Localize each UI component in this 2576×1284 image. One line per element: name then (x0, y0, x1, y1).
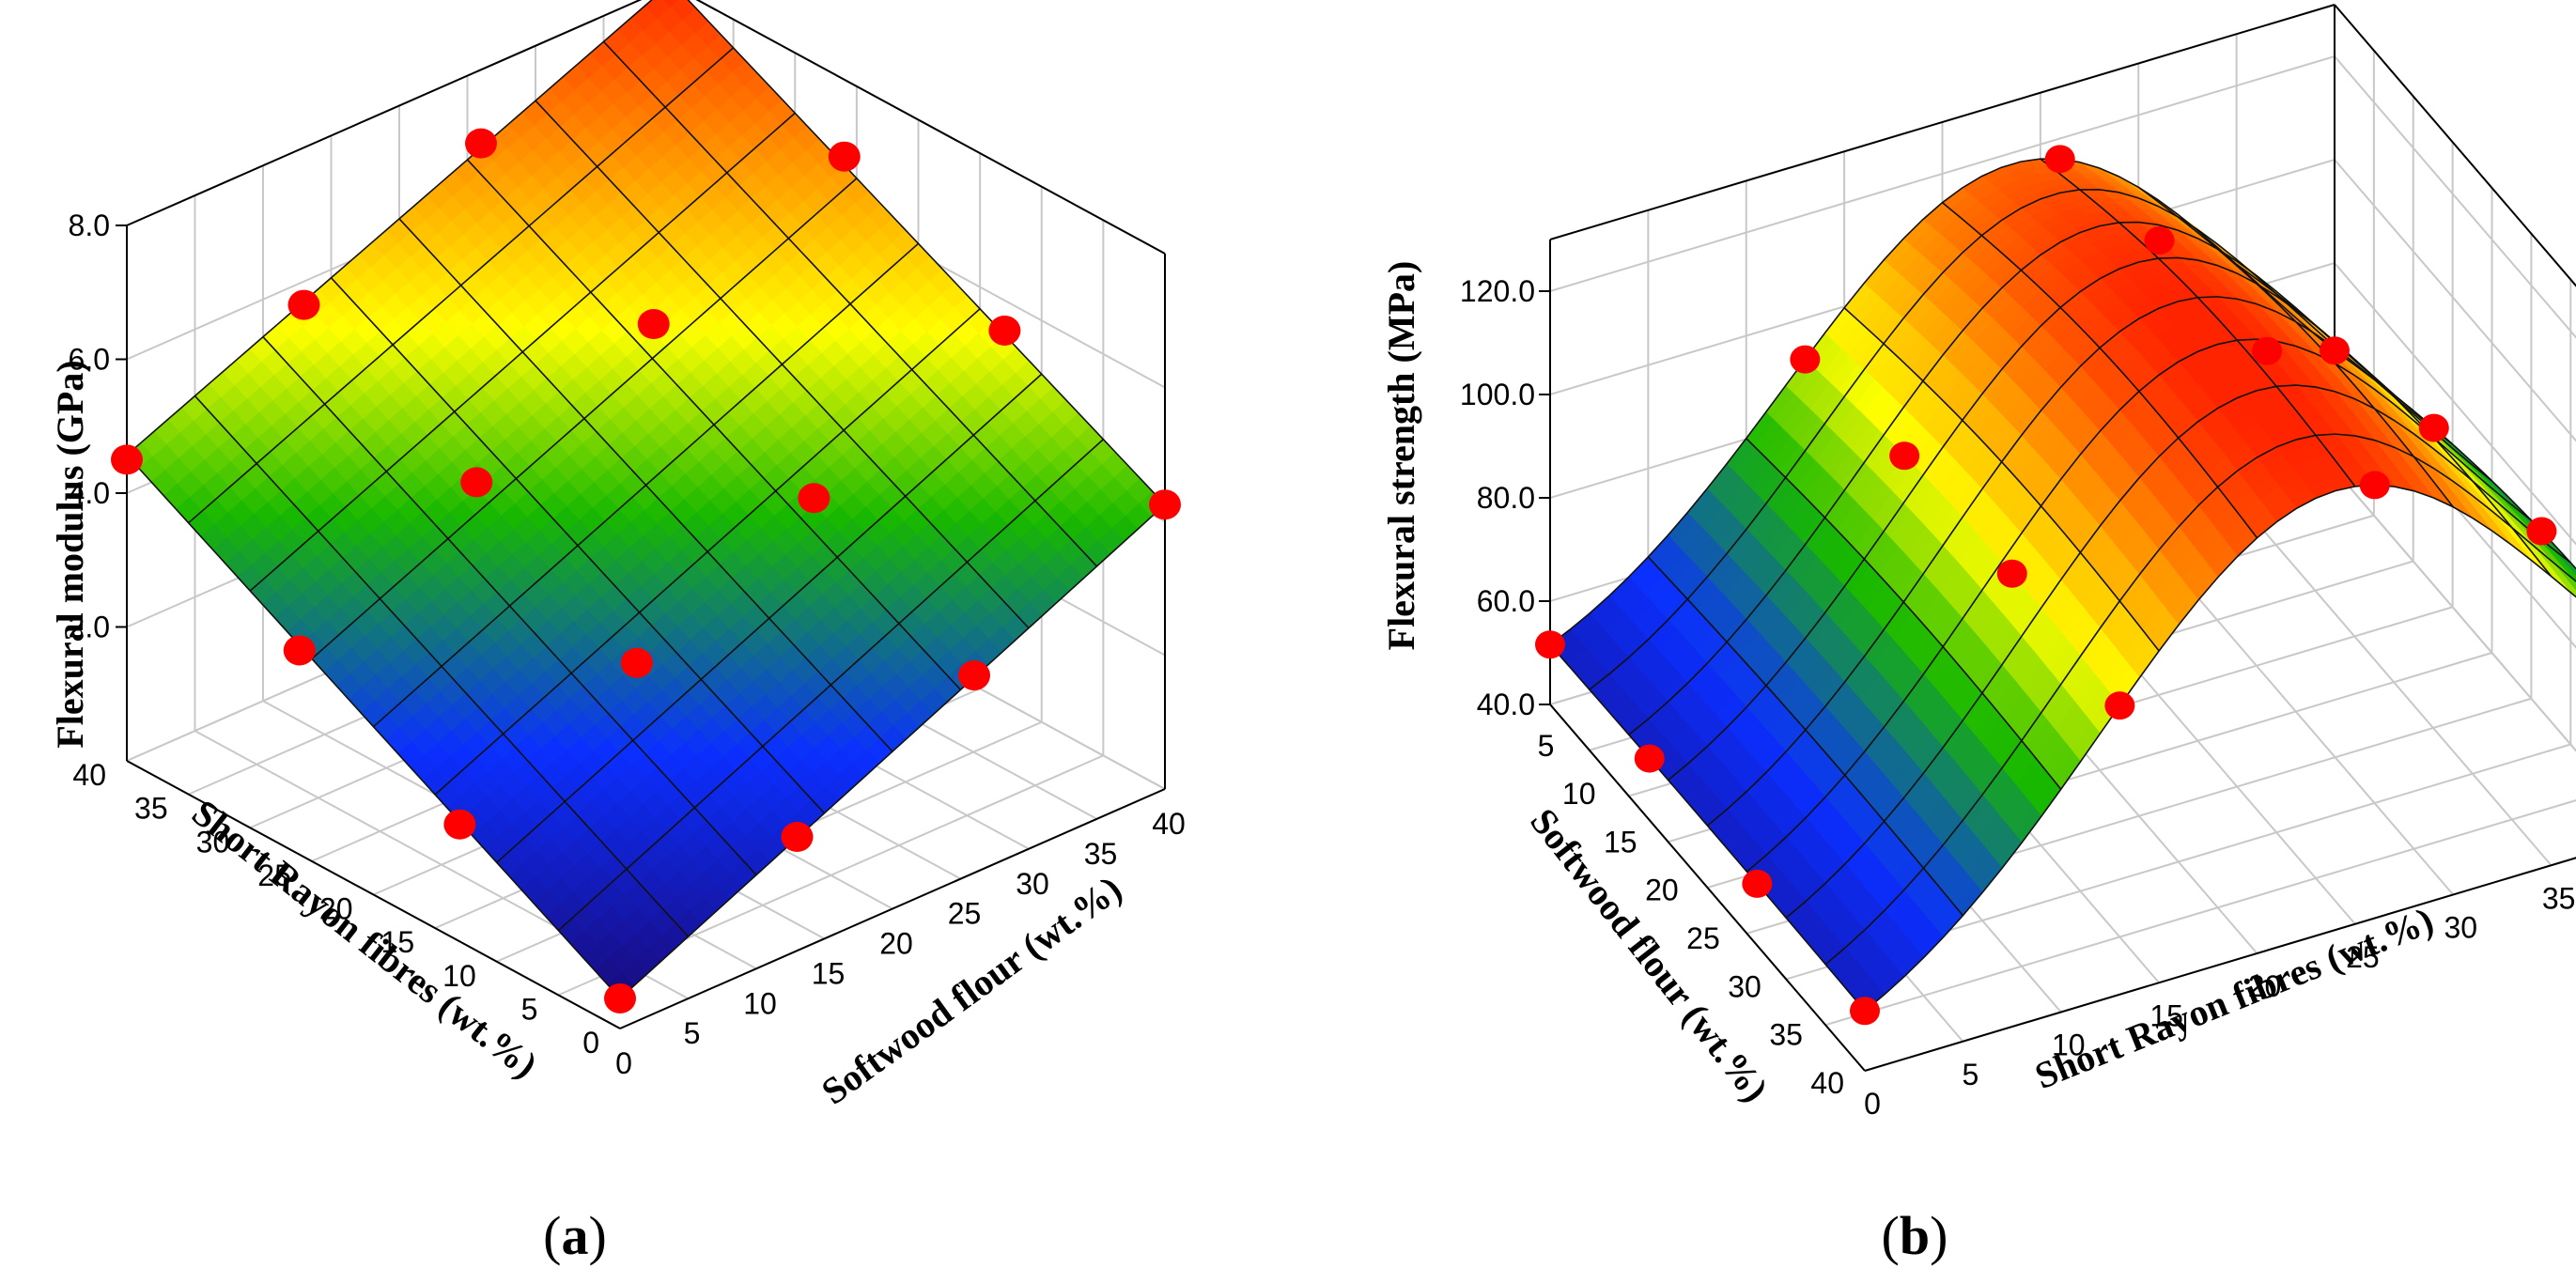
data-point (1850, 997, 1880, 1026)
y-tick-label: 5 (1538, 729, 1555, 763)
y-tick-label: 0 (582, 1026, 599, 1060)
data-point (460, 467, 493, 498)
data-point (111, 444, 143, 475)
y-tick-label: 35 (134, 792, 168, 826)
frame-line (695, 0, 1166, 255)
x-tick-label: 5 (1962, 1058, 1979, 1091)
y-tick-label: 25 (1686, 921, 1720, 955)
data-point (2359, 471, 2390, 500)
z-tick-label: 8.0 (69, 209, 110, 242)
x-tick-label: 20 (879, 927, 913, 961)
y-tick-label: 40 (1810, 1066, 1844, 1100)
data-point (958, 660, 990, 691)
x-tick-label: 35 (1084, 837, 1118, 871)
frame-line (2334, 4, 2576, 287)
data-point (287, 289, 320, 320)
data-point (620, 647, 653, 678)
panel-b-label: (b) (1882, 1205, 1948, 1266)
x-tick-label: 35 (2542, 881, 2576, 915)
z-tick-label: 120.0 (1460, 274, 1535, 308)
data-point (1790, 345, 1821, 374)
x-tick-label: 30 (1016, 867, 1049, 901)
data-point (1634, 744, 1665, 773)
chart-b-xlabel: Short Rayon fibres (wt.%) (2029, 899, 2439, 1097)
data-point (781, 822, 814, 852)
data-point (465, 128, 497, 159)
x-tick-label: 0 (615, 1046, 632, 1080)
x-tick-label: 15 (812, 956, 846, 990)
panel-a-label: (a) (543, 1205, 607, 1266)
y-tick-label: 20 (1645, 874, 1679, 907)
x-tick-label: 30 (2444, 911, 2477, 945)
data-point (637, 309, 670, 339)
data-point (283, 635, 316, 666)
chart-panel-a: 2.04.06.08.00510152025303540051015202530… (49, 0, 1186, 1266)
data-point (1742, 869, 1773, 898)
data-point (2144, 226, 2175, 255)
z-tick-label: 80.0 (1477, 481, 1535, 515)
data-point (828, 141, 861, 172)
y-tick-label: 10 (1562, 777, 1596, 811)
data-point (2044, 145, 2075, 174)
data-point (1149, 489, 1181, 520)
z-tick-label: 100.0 (1460, 378, 1535, 411)
data-point (1996, 559, 2027, 588)
x-tick-label: 25 (948, 897, 982, 931)
y-tick-label: 35 (1769, 1018, 1803, 1052)
data-point (2104, 691, 2135, 720)
data-point (2418, 413, 2449, 442)
y-tick-label: 15 (1604, 825, 1637, 859)
data-point (798, 483, 830, 514)
z-tick-label: 60.0 (1477, 584, 1535, 618)
data-point (2252, 336, 2283, 365)
frame-line (619, 788, 1166, 1029)
x-tick-label: 40 (1152, 807, 1186, 841)
y-tick-label: 40 (72, 758, 106, 792)
chart-b-zlabel: Flexural strength (MPa) (1380, 261, 1422, 651)
data-point (443, 809, 476, 840)
x-tick-label: 0 (1864, 1087, 1881, 1121)
surface-cell (662, 0, 680, 8)
data-point (604, 982, 636, 1013)
z-tick-label: 40.0 (1477, 688, 1535, 721)
data-point (2526, 517, 2557, 546)
x-tick-label: 5 (684, 1016, 701, 1050)
frame-line (126, 0, 643, 226)
data-point (2320, 336, 2350, 365)
data-point (1889, 441, 1920, 471)
y-tick-label: 5 (521, 992, 538, 1026)
chart-a-zlabel: Flexural modulus (GPa) (49, 360, 91, 748)
data-point (988, 315, 1021, 346)
x-tick-label: 10 (743, 986, 777, 1020)
chart-a-surface (126, 0, 1166, 999)
y-tick-label: 30 (1728, 969, 1761, 1003)
data-point (1535, 630, 1565, 659)
frame-line (126, 760, 621, 1029)
chart-panel-b: 40.060.080.0100.0120.0510152025303540051… (1380, 4, 2576, 1266)
